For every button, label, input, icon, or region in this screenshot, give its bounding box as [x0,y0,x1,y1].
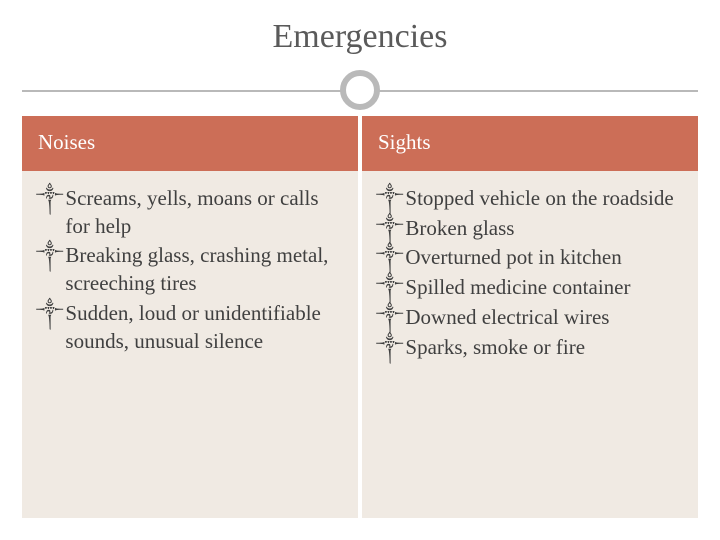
list-item: ༒Sudden, loud or unidentifiable sounds, … [36,300,344,355]
list-item: ༒Overturned pot in kitchen [376,244,684,272]
bullet-icon: ༒ [36,185,63,240]
columns: Noises ༒Screams, yells, moans or calls f… [22,116,698,518]
list-item: ༒Stopped vehicle on the roadside [376,185,684,213]
bullet-icon: ༒ [376,304,403,332]
title-divider [22,70,698,110]
left-column: Noises ༒Screams, yells, moans or calls f… [22,116,358,518]
list-item: ༒Sparks, smoke or fire [376,334,684,362]
bullet-icon: ༒ [36,300,63,355]
bullet-icon: ༒ [376,244,403,272]
list-item-text: Overturned pot in kitchen [405,244,684,272]
list-item: ༒Breaking glass, crashing metal, screech… [36,242,344,297]
list-item-text: Spilled medicine container [405,274,684,302]
right-column-header: Sights [362,116,698,171]
right-column: Sights ༒Stopped vehicle on the roadside༒… [362,116,698,518]
list-item-text: Sudden, loud or unidentifiable sounds, u… [65,300,344,355]
left-column-body: ༒Screams, yells, moans or calls for help… [22,171,358,518]
list-item-text: Screams, yells, moans or calls for help [65,185,344,240]
bullet-icon: ༒ [36,242,63,297]
ring-icon [340,70,380,110]
list-item-text: Broken glass [405,215,684,243]
list-item-text: Stopped vehicle on the roadside [405,185,684,213]
slide: Emergencies Noises ༒Screams, yells, moan… [0,0,720,540]
bullet-icon: ༒ [376,274,403,302]
list-item: ༒Screams, yells, moans or calls for help [36,185,344,240]
list-item-text: Sparks, smoke or fire [405,334,684,362]
list-item: ༒Broken glass [376,215,684,243]
list-item: ༒Spilled medicine container [376,274,684,302]
slide-title: Emergencies [22,18,698,56]
list-item-text: Downed electrical wires [405,304,684,332]
right-column-body: ༒Stopped vehicle on the roadside༒Broken … [362,171,698,518]
bullet-icon: ༒ [376,215,403,243]
left-column-header: Noises [22,116,358,171]
bullet-icon: ༒ [376,185,403,213]
list-item-text: Breaking glass, crashing metal, screechi… [65,242,344,297]
list-item: ༒Downed electrical wires [376,304,684,332]
bullet-icon: ༒ [376,334,403,362]
